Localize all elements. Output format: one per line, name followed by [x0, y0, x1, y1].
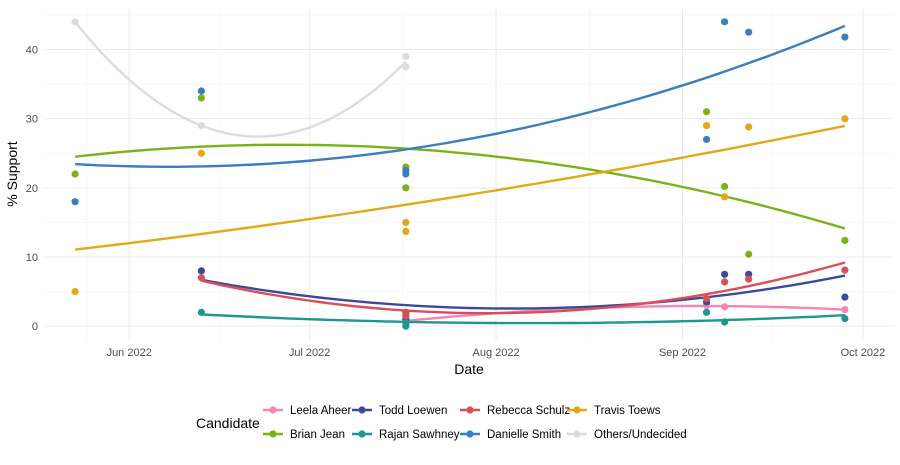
legend-label-brian-jean: Brian Jean	[290, 429, 345, 441]
legend-label-rajan-sawhney: Rajan Sawhney	[379, 429, 460, 441]
point-brian-jean	[71, 170, 79, 178]
legend-label-todd-loewen: Todd Loewen	[379, 405, 447, 417]
trend-line-rebecca-schulz	[201, 261, 846, 315]
point-brian-jean	[841, 236, 849, 244]
legend: Candidate Leela Aheer Brian Jean Todd Loew…	[196, 405, 687, 441]
point-travis-toews	[71, 287, 79, 296]
trend-lines	[74, 21, 846, 325]
point-rebecca-schulz	[197, 274, 205, 282]
point-rebecca-schulz	[721, 278, 729, 286]
x-axis-label: Date	[454, 361, 484, 377]
point-danielle-smith	[841, 33, 849, 41]
trend-line-todd-loewen	[201, 274, 846, 310]
point-brian-jean	[197, 94, 205, 102]
point-rebecca-schulz	[745, 275, 753, 283]
point-rebecca-schulz	[841, 266, 849, 274]
point-danielle-smith	[702, 135, 711, 144]
point-rajan-sawhney	[197, 308, 205, 316]
point-others-undecided	[402, 52, 410, 61]
point-travis-toews	[402, 227, 410, 236]
point-todd-loewen	[721, 270, 729, 278]
point-rajan-sawhney	[841, 314, 849, 323]
trend-line-leela-aheer	[405, 304, 845, 323]
point-rajan-sawhney	[702, 308, 711, 316]
legend-label-rebecca-schulz: Rebecca Schulz	[487, 405, 570, 417]
trend-line-danielle-smith	[75, 24, 846, 168]
point-leela-aheer	[721, 303, 729, 311]
trend-line-brian-jean	[74, 143, 846, 230]
legend-key-point-rajan-sawhney	[358, 430, 366, 438]
data-points	[71, 18, 849, 330]
y-tick-label: 0	[32, 321, 38, 333]
y-tick-label: 30	[26, 114, 38, 126]
point-todd-loewen	[197, 267, 205, 275]
point-brian-jean	[402, 184, 410, 192]
legend-label-leela-aheer: Leela Aheer	[290, 405, 352, 417]
point-others-undecided	[71, 18, 79, 26]
x-tick-label: Jun 2022	[107, 347, 152, 359]
point-rajan-sawhney	[721, 318, 729, 326]
y-axis-label: % Support	[4, 141, 20, 206]
y-tick-label: 40	[26, 45, 38, 57]
x-tick-label: Oct 2022	[841, 347, 886, 359]
point-todd-loewen	[841, 293, 849, 301]
point-others-undecided	[402, 63, 410, 71]
point-danielle-smith	[197, 87, 205, 95]
x-tick-label: Jul 2022	[289, 347, 331, 359]
point-brian-jean	[745, 250, 753, 258]
point-danielle-smith	[745, 28, 753, 36]
point-others-undecided	[197, 121, 205, 130]
legend-key-point-rebecca-schulz	[466, 406, 474, 414]
y-tick-label: 10	[26, 252, 38, 264]
point-leela-aheer	[841, 305, 849, 314]
x-tick-label: Sep 2022	[659, 347, 706, 359]
trend-line-travis-toews	[74, 124, 846, 251]
legend-key-point-brian-jean	[269, 430, 277, 438]
legend-key-point-leela-aheer	[269, 406, 277, 414]
legend-title: Candidate	[196, 415, 260, 431]
x-tick-label: Aug 2022	[473, 347, 520, 359]
point-danielle-smith	[71, 198, 79, 206]
point-travis-toews	[402, 218, 410, 227]
legend-key-point-todd-loewen	[358, 406, 366, 414]
point-travis-toews	[197, 149, 205, 157]
axes: 0 10 20 30 40 Jun 2022 Jul 2022 Aug 2022 Sep 202…	[26, 45, 885, 360]
point-rebecca-schulz	[402, 312, 410, 320]
legend-label-danielle-smith: Danielle Smith	[487, 429, 561, 441]
point-travis-toews	[721, 193, 729, 201]
point-danielle-smith	[402, 170, 410, 178]
point-brian-jean	[702, 108, 711, 116]
legend-label-travis-toews: Travis Toews	[594, 405, 661, 417]
point-danielle-smith	[721, 18, 729, 26]
point-travis-toews	[702, 121, 711, 130]
legend-key-point-others-undecided	[573, 430, 581, 438]
point-travis-toews	[841, 115, 849, 123]
trend-line-others-undecided	[74, 21, 407, 138]
legend-key-point-travis-toews	[573, 406, 581, 414]
trend-line-rajan-sawhney	[201, 313, 845, 325]
y-tick-label: 20	[26, 183, 38, 195]
point-brian-jean	[721, 182, 729, 191]
point-rajan-sawhney	[402, 322, 410, 330]
legend-label-others-undecided: Others/Undecided	[594, 429, 687, 441]
point-rebecca-schulz	[702, 294, 711, 303]
legend-key-point-danielle-smith	[466, 430, 474, 438]
point-travis-toews	[745, 123, 753, 131]
